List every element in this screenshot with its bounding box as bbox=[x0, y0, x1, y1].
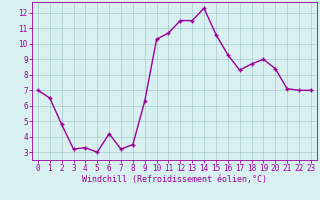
X-axis label: Windchill (Refroidissement éolien,°C): Windchill (Refroidissement éolien,°C) bbox=[82, 175, 267, 184]
